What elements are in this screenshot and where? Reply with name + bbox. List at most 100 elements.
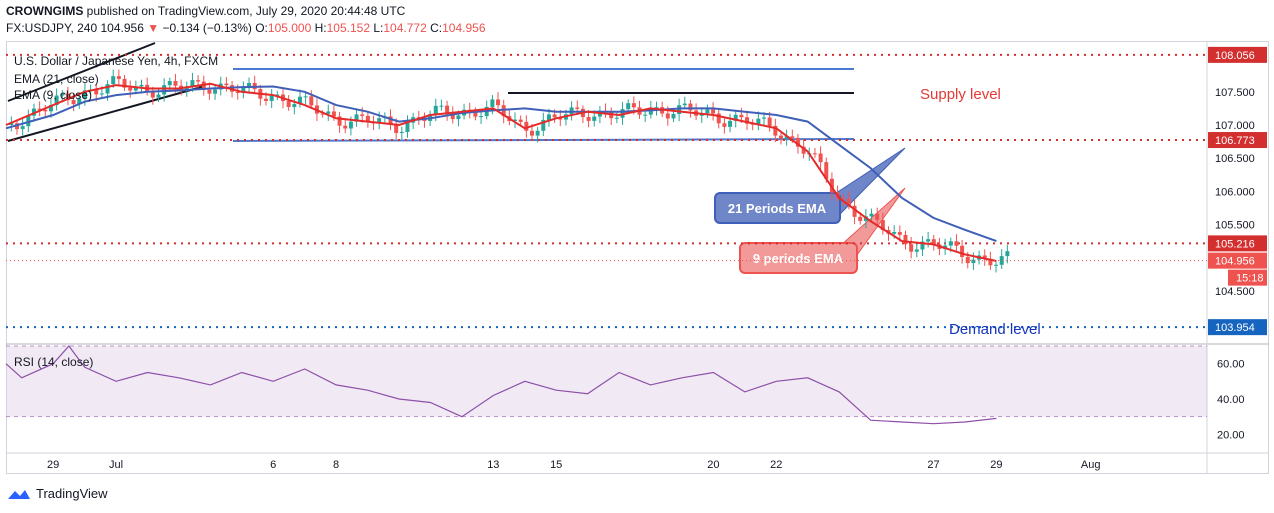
- candle-body[interactable]: [875, 213, 880, 220]
- candle-body[interactable]: [869, 213, 874, 217]
- candle-body[interactable]: [348, 121, 353, 129]
- candle-body[interactable]: [733, 114, 738, 121]
- candle-body[interactable]: [529, 130, 534, 136]
- candle-body[interactable]: [190, 80, 195, 87]
- candle-body[interactable]: [139, 84, 144, 87]
- ema9-line[interactable]: [5, 82, 997, 262]
- candle-body[interactable]: [71, 100, 76, 105]
- candle-body[interactable]: [303, 96, 308, 98]
- candle-body[interactable]: [162, 85, 167, 95]
- candle-body[interactable]: [852, 205, 857, 217]
- candle-body[interactable]: [626, 103, 631, 110]
- candle-body[interactable]: [326, 111, 331, 114]
- candle-body[interactable]: [111, 76, 116, 85]
- candle-body[interactable]: [320, 113, 325, 115]
- candle-body[interactable]: [999, 256, 1004, 265]
- candle-body[interactable]: [365, 115, 370, 123]
- candle-body[interactable]: [609, 112, 614, 119]
- candle-body[interactable]: [552, 114, 557, 118]
- candle-body[interactable]: [846, 198, 851, 206]
- candle-body[interactable]: [286, 101, 291, 108]
- candle-body[interactable]: [914, 249, 919, 252]
- candle-body[interactable]: [897, 232, 902, 235]
- candle-body[interactable]: [54, 95, 59, 106]
- candle-body[interactable]: [264, 98, 269, 101]
- candle-body[interactable]: [388, 116, 393, 124]
- candle-body[interactable]: [903, 234, 908, 245]
- candle-body[interactable]: [682, 103, 687, 106]
- candle-body[interactable]: [778, 135, 783, 139]
- candle-body[interactable]: [473, 111, 478, 117]
- candle-body[interactable]: [767, 117, 772, 126]
- candle-body[interactable]: [665, 113, 670, 119]
- trendline-lower[interactable]: [7, 85, 206, 142]
- candle-body[interactable]: [513, 119, 518, 122]
- candle-body[interactable]: [196, 80, 201, 82]
- candle-body[interactable]: [654, 107, 659, 109]
- candle-body[interactable]: [648, 108, 653, 115]
- candle-body[interactable]: [965, 256, 970, 264]
- candle-body[interactable]: [433, 105, 438, 115]
- candle-body[interactable]: [795, 137, 800, 147]
- tradingview-logo[interactable]: TradingView: [6, 486, 108, 501]
- candle-body[interactable]: [994, 264, 999, 266]
- candle-body[interactable]: [524, 121, 529, 131]
- candle-body[interactable]: [818, 153, 823, 163]
- candle-body[interactable]: [631, 103, 636, 108]
- candle-body[interactable]: [812, 153, 817, 155]
- candle-body[interactable]: [931, 239, 936, 245]
- candle-body[interactable]: [167, 80, 172, 86]
- candle-body[interactable]: [677, 105, 682, 114]
- candle-body[interactable]: [790, 136, 795, 138]
- channel-bottom-line[interactable]: [232, 138, 855, 142]
- candle-body[interactable]: [43, 109, 48, 112]
- candle-body[interactable]: [592, 116, 597, 121]
- candle-body[interactable]: [77, 98, 82, 105]
- candle-body[interactable]: [292, 104, 297, 108]
- candle-body[interactable]: [456, 115, 461, 120]
- candle-body[interactable]: [128, 87, 133, 91]
- candle-body[interactable]: [971, 259, 976, 264]
- candle-body[interactable]: [614, 117, 619, 119]
- candle-body[interactable]: [213, 89, 218, 94]
- candle-body[interactable]: [490, 99, 495, 107]
- candle-body[interactable]: [722, 123, 727, 127]
- candle-body[interactable]: [82, 90, 87, 99]
- candle-body[interactable]: [801, 146, 806, 154]
- candle-body[interactable]: [150, 91, 155, 98]
- candle-body[interactable]: [224, 83, 229, 86]
- candle-body[interactable]: [1005, 251, 1010, 257]
- candle-body[interactable]: [824, 162, 829, 179]
- candle-body[interactable]: [241, 86, 246, 93]
- candle-body[interactable]: [116, 76, 121, 79]
- candle-body[interactable]: [739, 114, 744, 118]
- candle-body[interactable]: [643, 114, 648, 116]
- candle-body[interactable]: [892, 232, 897, 234]
- candle-body[interactable]: [247, 83, 252, 87]
- trendline-upper[interactable]: [7, 42, 156, 102]
- candle-body[interactable]: [133, 86, 138, 91]
- candle-body[interactable]: [343, 125, 348, 129]
- candle-body[interactable]: [399, 131, 404, 133]
- candle-body[interactable]: [173, 80, 178, 86]
- candle-body[interactable]: [671, 113, 676, 119]
- candle-body[interactable]: [858, 216, 863, 221]
- candle-body[interactable]: [988, 258, 993, 266]
- candle-body[interactable]: [422, 119, 427, 121]
- ema21-callout-box[interactable]: [714, 192, 841, 224]
- candle-body[interactable]: [705, 109, 710, 114]
- candle-body[interactable]: [948, 241, 953, 246]
- candle-body[interactable]: [99, 93, 104, 95]
- candle-body[interactable]: [94, 89, 99, 95]
- candle-body[interactable]: [982, 255, 987, 259]
- candle-body[interactable]: [496, 99, 501, 106]
- candle-body[interactable]: [745, 117, 750, 124]
- candle-body[interactable]: [122, 78, 127, 88]
- candle-body[interactable]: [954, 241, 959, 246]
- candle-body[interactable]: [575, 107, 580, 109]
- candle-body[interactable]: [756, 118, 761, 125]
- rsi-line[interactable]: [5, 345, 997, 425]
- candle-body[interactable]: [20, 126, 25, 130]
- candle-body[interactable]: [60, 93, 65, 96]
